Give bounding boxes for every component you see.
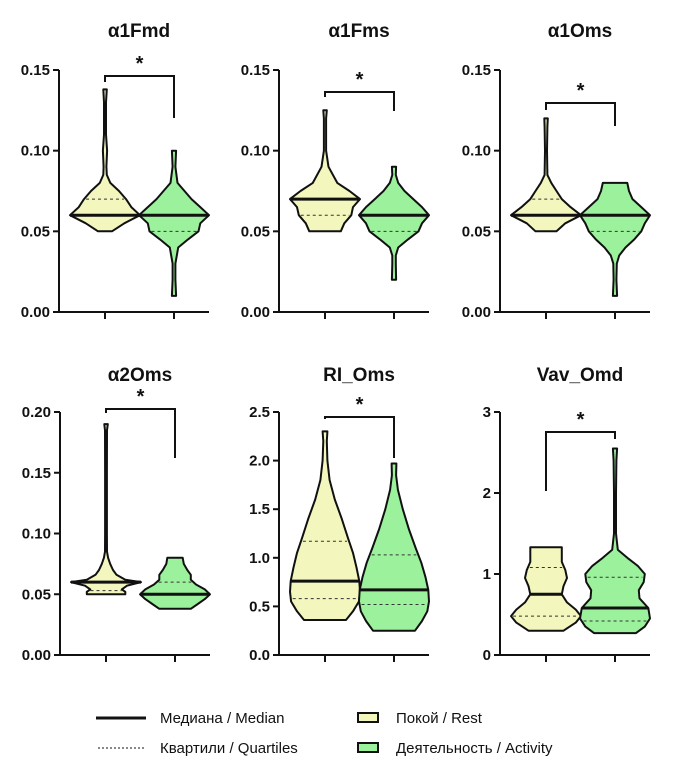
significance-star: * [136,53,144,75]
violin-rest [289,430,361,621]
panel-5: RI_Oms 0.0 0.5 1.0 1.5 2.0 2.5 * [249,365,430,664]
y-tick-label: 0.20 [22,404,51,421]
violin-activity [138,149,210,297]
y-tick-label: 1.0 [249,550,270,567]
panel-1: α1Fmd 0.00 0.05 0.10 0.15 * [21,21,210,321]
violin-activity [139,556,211,610]
violin-activity [579,181,651,297]
y-tick-label: 0.0 [249,647,270,664]
significance-star: * [356,69,364,91]
significance-bracket [104,75,175,118]
y-tick-label: 0.15 [462,62,491,79]
y-tick-label: 2 [483,485,491,502]
significance-bracket [545,431,616,491]
y-tick-label: 0.5 [249,598,270,615]
panel-3: α1Oms 0.00 0.05 0.10 0.15 * [462,21,651,321]
y-tick-label: 0 [483,647,491,664]
legend-activity-label: Деятельность / Activity [396,740,553,757]
violin-rest [70,423,142,596]
y-tick-label: 0.10 [21,143,50,160]
y-tick-label: 0.05 [21,223,50,240]
panel-title: α2Oms [108,365,173,386]
panel-4: α2Oms 0.00 0.05 0.10 0.15 0.20 * [22,365,211,664]
violin-activity [358,462,430,632]
panel-title: RI_Oms [323,365,395,386]
legend-activity-swatch [357,742,379,753]
significance-bracket [324,91,395,111]
panel-title: α1Fmd [108,21,170,42]
violin-rest [69,88,141,233]
y-tick-label: 0.15 [22,465,51,482]
significance-star: * [577,409,585,431]
panel-title: α1Oms [548,21,613,42]
y-tick-label: 0.00 [22,647,51,664]
panel-title: Vav_Omd [537,365,624,386]
panel-2: α1Fms 0.00 0.05 0.10 0.15 * [241,21,430,321]
y-tick-label: 0.05 [22,586,51,603]
significance-bracket [545,102,616,126]
violin-activity [358,165,430,281]
y-tick-label: 0.00 [21,304,50,321]
y-tick-label: 0.05 [241,223,270,240]
y-tick-label: 1 [483,566,491,583]
significance-star: * [577,80,585,102]
violin-activity [579,447,651,635]
legend: Медиана / Median Квартили / Quartiles По… [96,710,553,757]
legend-rest-label: Покой / Rest [396,710,483,727]
significance-bracket [105,408,176,458]
significance-star: * [137,386,145,408]
y-tick-label: 0.10 [22,526,51,543]
panel-6: Vav_Omd 0 1 2 3 * [483,365,651,664]
y-tick-label: 3 [483,404,491,421]
significance-bracket [324,416,395,458]
y-tick-label: 0.10 [241,143,270,160]
y-tick-label: 0.15 [21,62,50,79]
y-tick-label: 2.0 [249,453,270,470]
y-tick-label: 0.10 [462,143,491,160]
legend-rest-swatch [357,712,379,723]
y-tick-label: 0.00 [462,304,491,321]
y-tick-label: 1.5 [249,501,270,518]
y-tick-label: 0.00 [241,304,270,321]
significance-star: * [356,394,364,416]
violin-rest [510,117,582,233]
violin-rest [289,109,361,233]
y-tick-label: 0.15 [241,62,270,79]
violin-rest [510,546,582,632]
y-tick-label: 0.05 [462,223,491,240]
panel-title: α1Fms [328,21,389,42]
y-tick-label: 2.5 [249,404,270,421]
legend-quartiles-label: Квартили / Quartiles [160,740,298,757]
legend-median-label: Медиана / Median [160,710,284,727]
